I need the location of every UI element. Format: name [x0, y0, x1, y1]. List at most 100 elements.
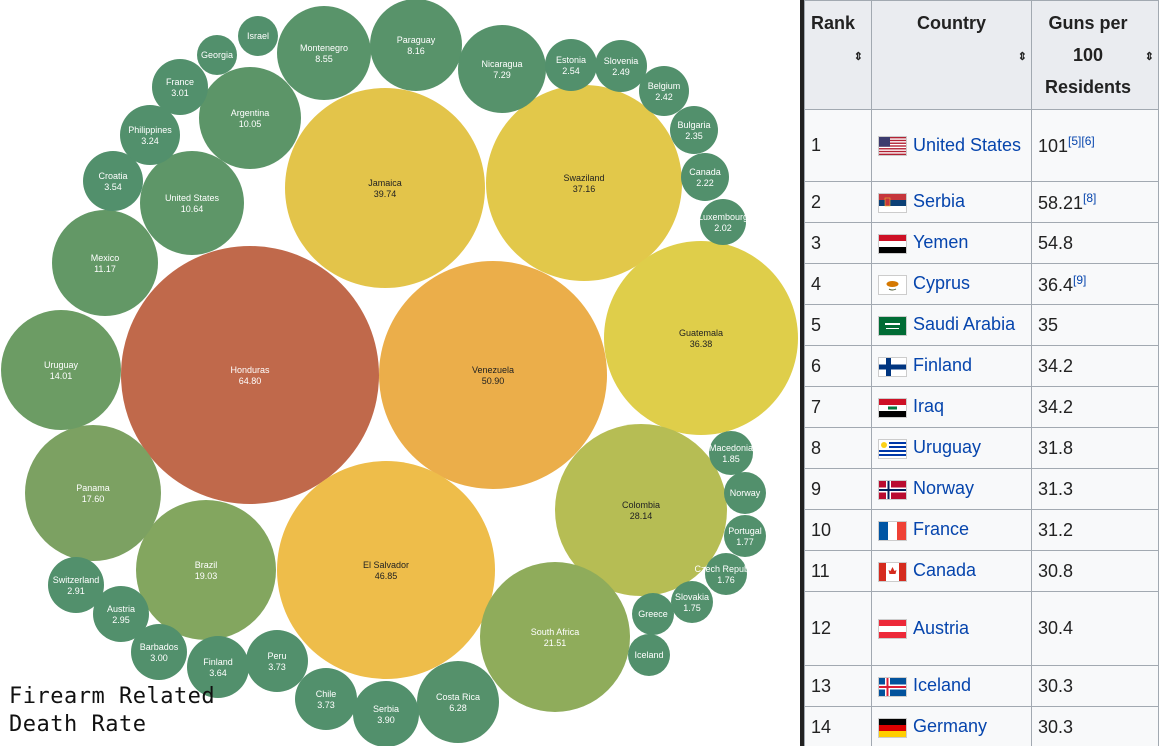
reference-link[interactable]: [8] [1083, 190, 1097, 205]
bubble-value-label: 8.16 [407, 46, 425, 56]
flag-us-icon [878, 136, 907, 157]
table-body: 1 United States 101[5][6] 2 Serbia 58.21[8] 3 Y… [804, 109, 1159, 746]
bubble-circle [246, 630, 308, 692]
bubble-value-label: 3.00 [150, 653, 168, 663]
bubble-circle [700, 199, 746, 245]
guns-value: 36.4 [1038, 274, 1074, 295]
bubble-country-label: Argentina [231, 108, 270, 118]
flag-ca-icon [878, 561, 907, 582]
country-cell: Uruguay [871, 427, 1032, 469]
bubble-country-label: Serbia [373, 704, 399, 714]
country-link[interactable]: Yemen [913, 232, 969, 253]
rank-header-label: Rank [811, 13, 856, 33]
bubble-circle [48, 557, 104, 613]
bubble-country-label: United States [165, 193, 220, 203]
table-row: 13 Iceland 30.3 [804, 665, 1159, 707]
bubble-value-label: 3.24 [141, 136, 159, 146]
bubble-value-label: 10.64 [181, 204, 204, 214]
flag-uy-icon [878, 438, 907, 459]
guns-header[interactable]: Guns per 100 Residents ⇕ [1031, 0, 1159, 110]
guns-value-cell: 58.21[8] [1031, 181, 1159, 223]
country-link[interactable]: Saudi Arabia [913, 314, 1016, 335]
bubble-value-label: 2.02 [714, 223, 732, 233]
guns-value: 31.2 [1038, 519, 1074, 540]
bubble-country-label: Peru [267, 651, 286, 661]
country-header-label: Country [917, 13, 986, 33]
guns-value-cell: 54.8 [1031, 222, 1159, 264]
rank-cell: 9 [804, 468, 872, 510]
guns-value: 31.3 [1038, 478, 1074, 499]
bubble-country-label: Slovenia [604, 56, 639, 66]
country-link[interactable]: United States [913, 134, 1022, 155]
table-row: 7 Iraq 34.2 [804, 386, 1159, 428]
flag-no-icon [878, 479, 907, 500]
rank-header[interactable]: Rank ⇕ [804, 0, 872, 110]
bubble-greece: Greece [632, 593, 674, 635]
country-cell: Iceland [871, 665, 1032, 707]
country-link[interactable]: Austria [913, 617, 970, 638]
flag-sa-icon [878, 315, 907, 336]
sort-icon: ⇕ [1017, 51, 1027, 63]
bubble-country-label: Israel [247, 31, 269, 41]
guns-value-cell: 35 [1031, 304, 1159, 346]
guns-value: 35 [1038, 314, 1059, 335]
bubble-country-label: Georgia [201, 50, 233, 60]
guns-table-panel: Rank ⇕ Country ⇕ Guns per 100 Residents … [804, 0, 1161, 746]
bubble-circle [199, 67, 301, 169]
country-link[interactable]: Cyprus [913, 273, 971, 294]
bubble-circle [1, 310, 121, 430]
bubble-value-label: 2.54 [562, 66, 580, 76]
bubble-circle [458, 25, 546, 113]
bubble-country-label: Montenegro [300, 43, 348, 53]
rank-cell: 3 [804, 222, 872, 264]
bubble-country-label: Belgium [648, 81, 681, 91]
country-link[interactable]: France [913, 519, 970, 540]
rank-cell: 10 [804, 509, 872, 551]
bubble-circle [277, 461, 495, 679]
bubble-circle [277, 6, 371, 100]
country-cell: Canada [871, 550, 1032, 592]
bubble-country-label: Macedonia [709, 443, 753, 453]
country-link[interactable]: Iceland [913, 675, 972, 696]
bubble-circle [632, 593, 674, 635]
bubble-country-label: Uruguay [44, 360, 79, 370]
country-link[interactable]: Norway [913, 478, 975, 499]
country-link[interactable]: Germany [913, 716, 988, 737]
rank-cell: 4 [804, 263, 872, 305]
flag-fi-icon [878, 356, 907, 377]
chart-title: Firearm Related Death Rate [9, 683, 215, 739]
reference-link[interactable]: [5][6] [1068, 134, 1095, 148]
rank-cell: 6 [804, 345, 872, 387]
table-row: 1 United States 101[5][6] [804, 109, 1159, 182]
bubble-circle [370, 0, 462, 91]
country-link[interactable]: Serbia [913, 191, 966, 212]
country-cell: Germany [871, 706, 1032, 746]
bubble-value-label: 7.29 [493, 70, 511, 80]
table-row: 2 Serbia 58.21[8] [804, 181, 1159, 223]
country-link[interactable]: Uruguay [913, 437, 982, 458]
country-link[interactable]: Canada [913, 560, 977, 581]
rank-cell: 1 [804, 109, 872, 182]
guns-value: 30.8 [1038, 560, 1074, 581]
country-cell: Cyprus [871, 263, 1032, 305]
country-header[interactable]: Country ⇕ [871, 0, 1032, 110]
bubble-value-label: 19.03 [195, 571, 218, 581]
bubble-circle [555, 424, 727, 596]
bubble-country-label: Barbados [140, 642, 179, 652]
table-row: 4 Cyprus 36.4[9] [804, 263, 1159, 305]
bubble-country-label: Philippines [128, 125, 172, 135]
bubble-country-label: Iceland [634, 650, 663, 660]
country-link[interactable]: Iraq [913, 396, 945, 417]
guns-value: 34.2 [1038, 396, 1074, 417]
country-link[interactable]: Finland [913, 355, 973, 376]
bubble-value-label: 2.91 [67, 586, 85, 596]
reference-link[interactable]: [9] [1073, 272, 1087, 287]
